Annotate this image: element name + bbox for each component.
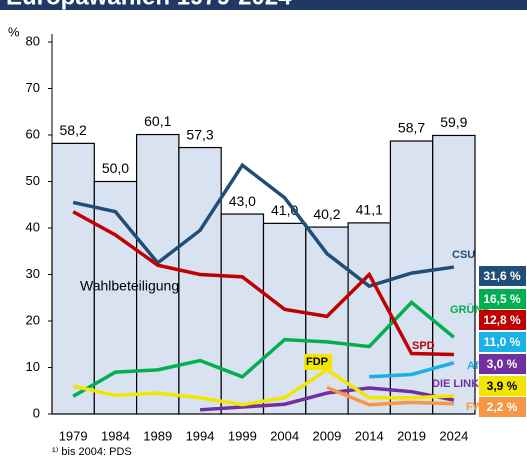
end-box bbox=[479, 332, 526, 352]
bar-label: 50,0 bbox=[102, 160, 129, 176]
bar-label: 40,2 bbox=[313, 206, 340, 222]
bar-label: 60,1 bbox=[144, 113, 171, 129]
bar-label: 58,7 bbox=[398, 120, 425, 136]
end-box bbox=[479, 289, 526, 309]
title-band bbox=[0, 0, 527, 10]
line bbox=[369, 361, 455, 379]
series-name: SPD bbox=[412, 340, 435, 352]
bar bbox=[93, 180, 138, 415]
y-tick-label: 40 bbox=[26, 219, 40, 234]
label-bg bbox=[304, 354, 332, 370]
y-tick-label: 20 bbox=[26, 312, 40, 327]
end-label: 11,0 % bbox=[484, 335, 521, 349]
x-tick-label: 2004 bbox=[270, 428, 299, 443]
x-tick-label: 2024 bbox=[439, 428, 468, 443]
y-tick-label: 0 bbox=[33, 405, 40, 420]
bar bbox=[262, 222, 307, 415]
x-tick-label: 1994 bbox=[186, 428, 215, 443]
bar-label: 58,2 bbox=[60, 122, 87, 138]
bar-label: 57,3 bbox=[186, 126, 213, 142]
series-name: FDP bbox=[306, 356, 328, 368]
line bbox=[72, 162, 455, 289]
y-tick-label: 10 bbox=[26, 359, 40, 374]
end-label: 16,5 % bbox=[483, 292, 521, 306]
end-label: 2,2 % bbox=[487, 400, 518, 414]
end-label: 3,9 % bbox=[487, 379, 518, 393]
end-box bbox=[479, 397, 526, 417]
line bbox=[72, 300, 455, 398]
end-label: 12,8 % bbox=[483, 313, 521, 327]
x-tick-label: 1999 bbox=[228, 428, 257, 443]
end-label: 3,0 % bbox=[487, 357, 518, 371]
bar bbox=[305, 226, 349, 415]
footnote: ¹⁾ bis 2004: PDS bbox=[52, 446, 132, 458]
end-box bbox=[479, 310, 526, 330]
y-axis-label: % bbox=[8, 24, 20, 39]
y-tick-label: 30 bbox=[26, 266, 40, 281]
bar-label: 59,9 bbox=[440, 114, 467, 130]
x-tick-label: 1984 bbox=[101, 428, 130, 443]
bar bbox=[178, 146, 222, 415]
end-box bbox=[479, 376, 526, 396]
bar bbox=[220, 213, 265, 415]
bar bbox=[347, 222, 392, 415]
y-tick-label: 80 bbox=[26, 33, 40, 48]
line bbox=[72, 210, 454, 357]
line bbox=[326, 385, 454, 407]
x-tick-label: 2019 bbox=[397, 428, 426, 443]
bar bbox=[432, 134, 476, 415]
y-tick-label: 60 bbox=[26, 126, 40, 141]
bar-label: 41,1 bbox=[356, 202, 383, 218]
x-tick-label: 1979 bbox=[59, 428, 88, 443]
end-label: 31,6 % bbox=[483, 269, 521, 283]
x-tick-label: 2009 bbox=[312, 428, 341, 443]
y-tick-label: 50 bbox=[26, 173, 40, 188]
bar-label: 43,0 bbox=[229, 193, 256, 209]
x-tick-label: 2014 bbox=[355, 428, 384, 443]
x-tick-label: 1989 bbox=[143, 428, 172, 443]
line bbox=[199, 386, 455, 412]
end-box bbox=[479, 354, 526, 374]
bar-series-name: Wahlbeteiligung bbox=[80, 278, 179, 294]
y-tick-label: 70 bbox=[26, 80, 40, 95]
chart-title: Europawahlen 1979-2024 bbox=[6, 0, 292, 10]
series-name: CSU bbox=[452, 249, 475, 261]
line bbox=[72, 367, 454, 407]
end-box bbox=[479, 266, 526, 286]
